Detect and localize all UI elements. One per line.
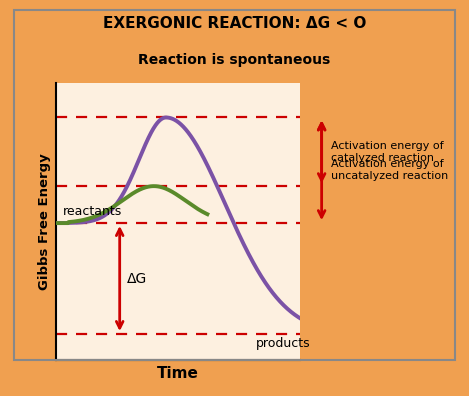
Text: reactants: reactants — [62, 205, 121, 218]
Text: products: products — [256, 337, 311, 350]
Text: Activation energy of
catalyzed reaction: Activation energy of catalyzed reaction — [331, 141, 444, 163]
Y-axis label: Gibbs Free Energy: Gibbs Free Energy — [38, 153, 51, 290]
Text: ΔG: ΔG — [127, 272, 147, 286]
Text: Activation energy of
uncatalyzed reaction: Activation energy of uncatalyzed reactio… — [331, 160, 448, 181]
Text: Reaction is spontaneous: Reaction is spontaneous — [138, 53, 331, 67]
X-axis label: Time: Time — [157, 366, 199, 381]
Text: EXERGONIC REACTION: ΔG < O: EXERGONIC REACTION: ΔG < O — [103, 16, 366, 31]
